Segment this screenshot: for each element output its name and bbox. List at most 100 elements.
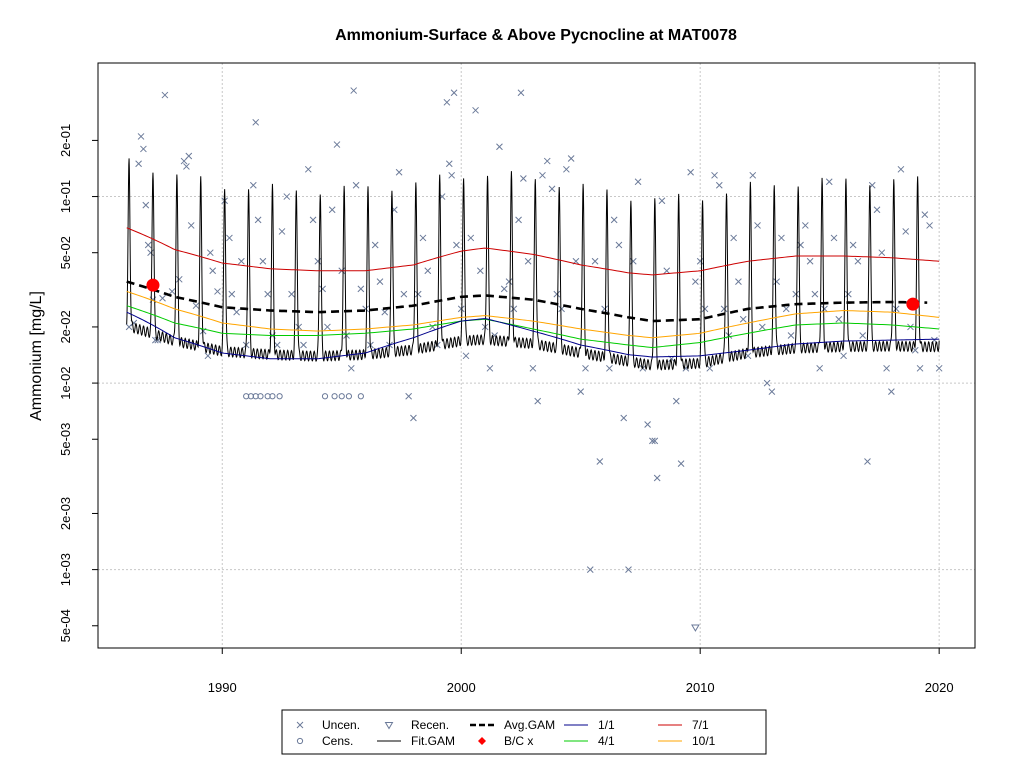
y-tick-label: 2e-03 [58, 497, 73, 530]
legend-entry-bc: B/C x [478, 734, 533, 748]
legend-label: 1/1 [598, 718, 615, 732]
uncensored-point [591, 257, 599, 265]
uncensored-point [715, 181, 723, 189]
uncensored-point [601, 305, 608, 313]
uncensored-point [376, 278, 384, 285]
uncensored-point [142, 201, 150, 209]
series-lines [126, 158, 940, 371]
uncensored-point [233, 308, 240, 316]
uncensored-point [849, 241, 857, 249]
uncensored-point [935, 364, 943, 372]
uncensored-point [371, 241, 379, 249]
bc-marker [146, 278, 160, 292]
legend: Uncen. Recen. Avg.GAM 1/1 7/1 Cens. Fit.GAM B/C… [281, 709, 767, 755]
uncensored-point [606, 364, 613, 372]
uncensored-point [649, 437, 656, 445]
uncensored-point [543, 157, 551, 165]
legend-entry-uncen: Uncen. [296, 718, 360, 732]
uncensored-point [768, 388, 776, 395]
series-line-q71 [126, 227, 940, 276]
censored-point [276, 393, 283, 400]
uncensored-point [811, 290, 819, 298]
uncensored-point [515, 216, 522, 224]
uncensored-point [773, 278, 781, 285]
uncensored-point [706, 364, 714, 372]
uncensored-point [135, 160, 142, 168]
legend-label: Avg.GAM [504, 718, 555, 732]
y-tick-label: 5e-04 [58, 609, 73, 642]
uncensored-point [144, 241, 152, 249]
uncensored-point [653, 474, 661, 482]
uncensored-point [844, 290, 852, 298]
uncensored-point [864, 458, 871, 465]
uncensored-point [787, 332, 795, 339]
uncensored-point [677, 460, 685, 467]
uncensored-point [625, 566, 632, 573]
uncensored-point [816, 364, 824, 372]
legend-label: Uncen. [322, 718, 360, 732]
legend-entry-q11: 1/1 [564, 718, 615, 732]
y-tick-label: 2e-02 [58, 310, 73, 343]
uncensored-point [596, 458, 604, 465]
uncensored-point [711, 171, 718, 179]
uncensored-point [916, 364, 924, 372]
uncensored-point [926, 222, 933, 229]
uncensored-point [319, 285, 326, 293]
uncensored-point [228, 290, 236, 298]
uncensored-point [314, 257, 322, 265]
uncensored-point [443, 98, 451, 106]
uncensored-point [797, 241, 804, 249]
legend-entry-fit: Fit.GAM [377, 734, 455, 748]
uncensored-point [553, 290, 561, 298]
uncensored-point [720, 305, 728, 313]
uncensored-point [500, 285, 508, 293]
uncensored-point [801, 222, 809, 229]
x-tick-label: 2010 [686, 680, 715, 695]
uncensored-point [730, 234, 737, 242]
uncensored-point [295, 323, 303, 331]
uncensored-point [539, 171, 546, 179]
uncensored-point [206, 249, 214, 257]
legend-label: Cens. [322, 734, 353, 748]
uncensored-point [921, 211, 929, 218]
legend-label: Fit.GAM [411, 734, 455, 748]
uncensored-point [137, 133, 145, 140]
uncensored-point [505, 278, 513, 285]
uncensored-point [615, 241, 623, 249]
uncensored-point [300, 341, 307, 349]
uncensored-point [450, 89, 458, 97]
uncensored-point [577, 388, 585, 395]
uncensored-point [821, 305, 828, 313]
uncensored-point [620, 414, 628, 422]
uncensored-point [264, 290, 272, 298]
uncensored-point [400, 290, 408, 298]
chart-title: Ammonium-Surface & Above Pycnocline at M… [335, 27, 737, 44]
uncensored-point [586, 566, 594, 573]
uncensored-point [758, 323, 766, 331]
uncensored-point [634, 178, 642, 186]
uncensored-point [395, 168, 403, 176]
uncensored-point [563, 165, 570, 173]
uncensored-point [381, 308, 389, 316]
uncensored-point [357, 285, 365, 293]
uncensored-point [209, 267, 217, 275]
uncensored-point [278, 228, 286, 235]
bc-marker [906, 297, 920, 311]
uncensored-point [902, 228, 910, 235]
uncensored-point [453, 241, 460, 249]
legend-entry-avg: Avg.GAM [470, 718, 555, 732]
uncensored-point [558, 305, 565, 313]
uncensored-point [878, 249, 886, 257]
legend-entry-cens: Cens. [296, 734, 353, 748]
uncensored-point [309, 216, 317, 224]
uncensored-point [125, 323, 133, 331]
uncensored-point [183, 163, 190, 170]
uncensored-point [524, 257, 532, 265]
uncensored-point [782, 305, 790, 313]
uncensored-point [333, 141, 341, 148]
uncensored-point [529, 364, 537, 372]
uncensored-point [405, 392, 413, 400]
y-tick-label: 5e-03 [58, 423, 73, 456]
